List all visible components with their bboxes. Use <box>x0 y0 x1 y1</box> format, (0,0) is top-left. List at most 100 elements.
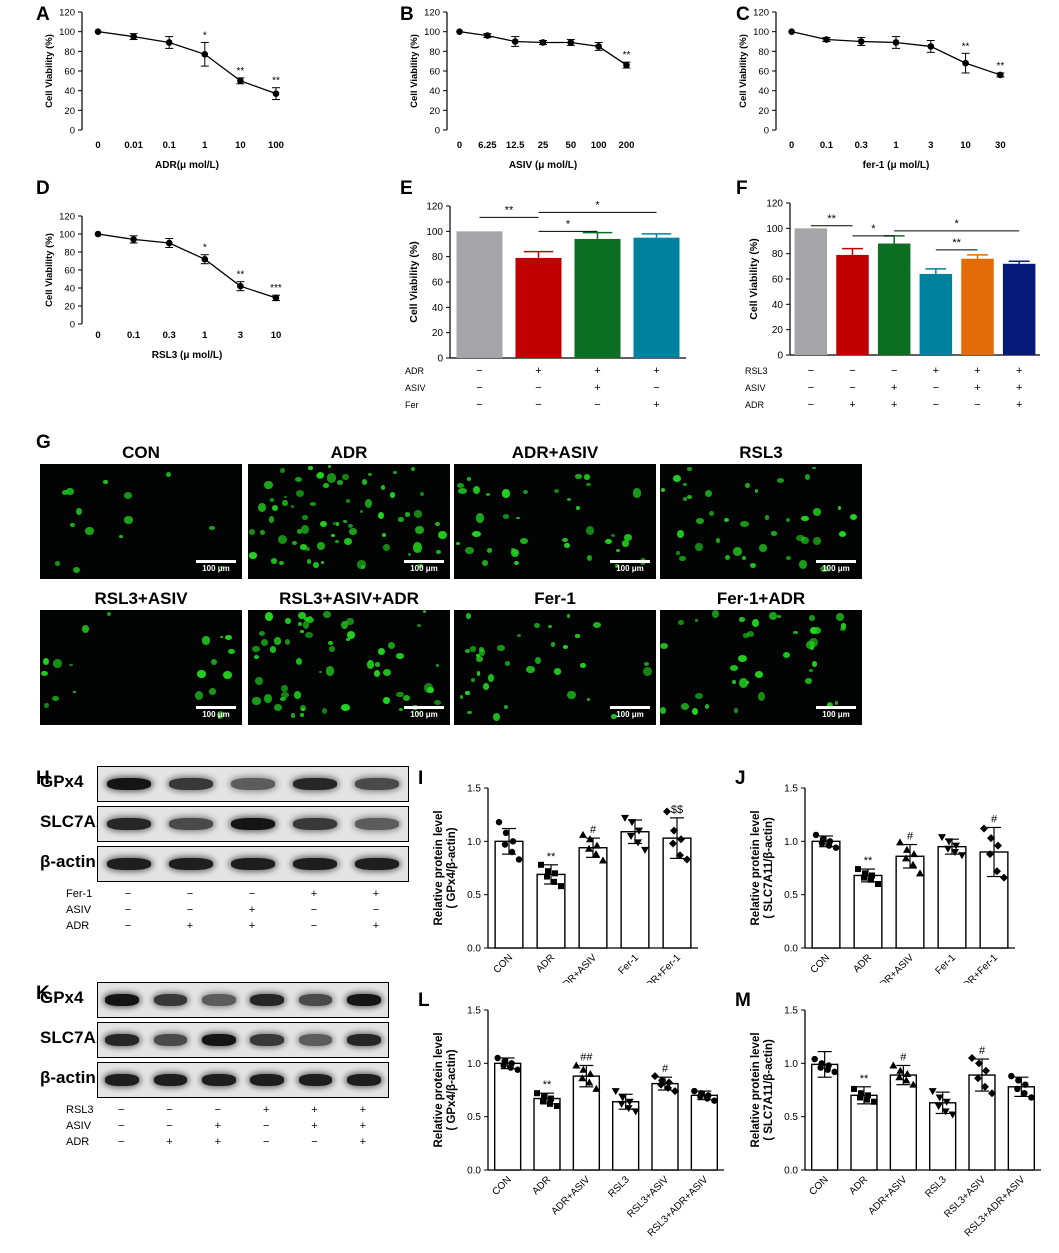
bar <box>611 1101 640 1171</box>
fluorescent-cell <box>776 478 784 484</box>
micrograph-image: 100 μm <box>454 610 656 725</box>
fluorescent-cell <box>341 703 350 711</box>
data-point <box>677 835 685 844</box>
significance-mark: * <box>871 223 876 235</box>
fluorescent-cell <box>476 671 481 676</box>
fluorescent-cell <box>483 683 490 690</box>
panel-letter-b: B <box>400 4 414 25</box>
data-point <box>962 59 969 67</box>
blot-band <box>105 994 140 1006</box>
data-point <box>869 872 875 879</box>
blot-band <box>346 1074 381 1086</box>
data-point <box>658 1076 666 1085</box>
blot-band <box>298 1034 333 1046</box>
fluorescent-cell <box>290 504 295 509</box>
blot-treatment-label: Fer-1 <box>66 888 93 900</box>
fluorescent-cell <box>322 610 331 619</box>
fluorescent-cell <box>119 535 123 539</box>
blot-row-label: β-actin <box>40 1068 96 1087</box>
data-point <box>94 230 102 238</box>
data-point <box>641 846 649 854</box>
y-tick-label: 1.0 <box>784 1059 798 1070</box>
scale-bar-label: 100 μm <box>410 710 438 719</box>
blot-band <box>169 778 213 790</box>
fluorescent-cell <box>312 561 319 568</box>
fluorescent-cell <box>413 542 422 553</box>
treatment-label: ADR <box>405 366 425 376</box>
x-tick-label: 100 <box>591 140 607 151</box>
fluorescent-cell <box>197 670 206 678</box>
x-tick-label: 0 <box>95 140 100 151</box>
fluorescent-cell <box>362 479 368 485</box>
fluorescent-cell <box>660 487 666 493</box>
y-axis-label: Relative protein level <box>750 810 762 925</box>
scale-bar: 100 μm <box>196 560 236 573</box>
fluorescent-cell <box>248 552 257 559</box>
x-axis-label: ASIV (μ mol/L) <box>509 160 577 171</box>
fluorescent-cell <box>643 666 652 676</box>
fluorescent-cell <box>342 473 349 481</box>
bar <box>515 257 562 358</box>
blot-band <box>153 1034 188 1046</box>
y-tick-label: 120 <box>753 8 769 19</box>
fluorescent-cell <box>273 637 282 645</box>
fluorescent-cell <box>301 708 306 712</box>
blot-treatment-sign: − <box>186 904 194 916</box>
y-tick-label: 40 <box>429 86 440 97</box>
data-point <box>997 71 1004 79</box>
data-point <box>902 1076 911 1084</box>
treatment-label: ADR <box>745 400 765 410</box>
fluorescent-cell <box>479 646 484 652</box>
fluorescent-cell <box>476 513 484 523</box>
fluorescent-cell <box>268 516 275 523</box>
fluorescent-cell <box>471 677 476 682</box>
fluorescent-cell <box>334 540 340 544</box>
data-point <box>948 1111 957 1119</box>
data-point <box>540 1097 546 1104</box>
data-point <box>130 33 137 40</box>
fluorescent-cell <box>253 655 260 660</box>
y-tick-label: 60 <box>64 67 75 78</box>
blot-treatment-sign: + <box>186 920 194 932</box>
blot-row-label: GPx4 <box>40 772 84 791</box>
significance-mark: # <box>979 1045 986 1057</box>
fluorescent-cell <box>849 514 858 521</box>
data-point <box>987 834 995 843</box>
fluorescent-cell <box>750 563 757 569</box>
y-tick-label: 0.5 <box>467 890 481 901</box>
fluorescent-cell <box>269 646 277 654</box>
fluorescent-cell <box>220 565 225 569</box>
fluorescent-cell <box>72 690 77 694</box>
significance-mark: ** <box>543 1079 552 1091</box>
bar <box>937 845 967 949</box>
data-point <box>165 39 173 46</box>
y-axis-label: ( SLC7A11/β-actin) <box>763 817 775 919</box>
blot-treatment-sign: + <box>248 920 256 932</box>
data-point <box>934 1103 943 1110</box>
fluorescent-cell <box>611 713 617 719</box>
fluorescent-cell <box>436 664 440 667</box>
fluorescent-cell <box>782 651 791 659</box>
panel-letter-j: J <box>735 768 746 789</box>
fluorescent-cell <box>366 660 375 670</box>
fluorescent-cell <box>740 520 749 528</box>
y-axis-label: Cell Viability (%) <box>44 233 55 307</box>
significance-mark: ** <box>623 50 631 61</box>
fluorescent-cell <box>695 692 703 699</box>
y-tick-label: 120 <box>426 202 443 213</box>
data-point <box>670 826 678 835</box>
panel-letter-d: D <box>36 178 50 199</box>
blot-treatment-sign: − <box>166 1120 173 1132</box>
fluorescent-cell <box>725 554 731 560</box>
fluorescent-cell <box>465 691 470 695</box>
data-point <box>1021 1090 1028 1097</box>
bar <box>961 258 994 355</box>
y-tick-label: 40 <box>64 86 75 97</box>
data-point <box>683 855 691 864</box>
bar <box>794 228 828 355</box>
fluorescent-cell <box>738 654 748 663</box>
data-line <box>97 233 277 299</box>
data-point <box>669 839 677 848</box>
fluorescent-cell <box>567 498 572 502</box>
fluorescent-cell <box>610 534 615 538</box>
